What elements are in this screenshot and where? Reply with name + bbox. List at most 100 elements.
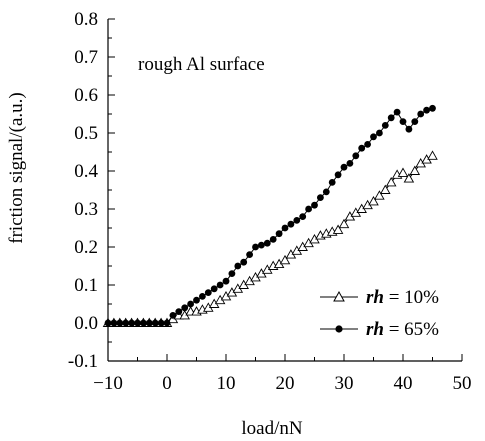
y-axis-title: friction signal/(a.u.) xyxy=(6,92,27,243)
y-tick-label: 0.4 xyxy=(74,161,98,182)
legend-marker-rh65 xyxy=(335,325,343,333)
data-point-circle xyxy=(122,319,130,327)
data-point-circle xyxy=(163,319,171,327)
legend-label-rh65: rh = 65% xyxy=(366,319,439,340)
data-point-circle xyxy=(287,220,295,228)
data-point-circle xyxy=(240,258,248,266)
series-layer xyxy=(102,104,438,327)
data-point-circle xyxy=(258,241,265,249)
data-point-circle xyxy=(411,118,419,125)
data-point-triangle xyxy=(338,218,350,229)
data-point-triangle xyxy=(380,184,391,194)
x-tick-label: 20 xyxy=(276,373,295,394)
x-axis-title: load/nN xyxy=(241,418,302,439)
data-point-circle xyxy=(252,243,259,251)
y-tick-label: 0.7 xyxy=(74,47,98,68)
data-point-circle xyxy=(311,201,318,209)
data-point-triangle xyxy=(403,173,415,183)
data-point-circle xyxy=(199,293,206,300)
data-point-circle xyxy=(423,106,430,114)
data-point-circle xyxy=(370,133,377,141)
data-point-circle xyxy=(134,319,141,327)
data-point-circle xyxy=(145,319,153,327)
data-point-circle xyxy=(157,319,165,327)
data-point-circle xyxy=(417,110,425,118)
legend-marker-rh10 xyxy=(333,290,345,302)
data-point-circle xyxy=(299,213,307,221)
data-point-circle xyxy=(216,281,224,289)
data-point-circle xyxy=(340,163,348,171)
data-point-triangle xyxy=(385,176,397,187)
x-tick-label: 0 xyxy=(162,373,172,394)
axes: -0.1 0.0 0.1 0.2 0.3 0.4 0.5 0.6 0.7 0.8 −10 0 10 20 3… xyxy=(68,9,472,394)
y-tick-label: -0.1 xyxy=(68,351,98,372)
data-point-triangle xyxy=(427,150,438,160)
data-point-circle xyxy=(275,230,283,238)
data-point-circle xyxy=(381,122,389,129)
data-point-circle xyxy=(246,251,254,258)
data-point-circle xyxy=(376,129,383,137)
data-point-circle xyxy=(181,304,189,312)
data-point-circle xyxy=(116,319,124,327)
legend-label-rh10: rh = 10% xyxy=(366,287,439,308)
x-tick-label: 30 xyxy=(335,373,354,394)
x-tick-label: 10 xyxy=(217,373,236,394)
legend-label-rh65-suffix: = 65% xyxy=(384,319,439,340)
data-point-circle xyxy=(151,319,159,327)
data-point-triangle xyxy=(368,195,379,206)
y-tick-label: 0.8 xyxy=(74,9,98,30)
data-point-circle xyxy=(263,239,271,247)
data-point-circle xyxy=(405,125,413,133)
data-point-circle xyxy=(222,277,230,285)
data-point-triangle xyxy=(397,167,409,177)
data-point-circle xyxy=(305,205,312,213)
y-tick-label: 0.1 xyxy=(74,275,98,296)
data-point-circle xyxy=(322,188,330,196)
y-tick-label: 0.2 xyxy=(74,237,98,258)
data-point-circle xyxy=(104,319,112,327)
data-point-circle xyxy=(193,296,200,304)
y-tick-label: 0.3 xyxy=(74,199,98,220)
data-point-circle xyxy=(110,319,118,327)
y-tick-label: 0.5 xyxy=(74,123,98,144)
legend: rh = 10% rh = 65% xyxy=(320,287,439,340)
legend-label-rh65-prefix: rh xyxy=(366,319,384,340)
data-point-circle xyxy=(293,217,301,224)
data-point-triangle xyxy=(279,254,291,265)
data-point-circle xyxy=(399,118,407,125)
legend-label-rh10-suffix: = 10% xyxy=(384,287,439,308)
series-1 xyxy=(104,104,436,327)
x-tick-label: 40 xyxy=(394,373,413,394)
data-point-circle xyxy=(204,289,212,296)
data-point-circle xyxy=(317,194,324,202)
data-point-circle xyxy=(334,171,342,179)
data-point-circle xyxy=(328,179,336,186)
data-point-circle xyxy=(234,262,242,270)
data-point-circle xyxy=(429,104,436,112)
data-point-circle xyxy=(187,300,195,308)
data-point-triangle xyxy=(374,190,385,200)
data-point-circle xyxy=(387,114,395,122)
data-point-circle xyxy=(140,319,147,327)
data-point-circle xyxy=(175,308,183,315)
data-point-circle xyxy=(346,160,354,167)
y-tick-label: 0.6 xyxy=(74,85,98,106)
data-point-circle xyxy=(210,285,218,293)
data-point-circle xyxy=(269,236,277,243)
y-tick-label: 0.0 xyxy=(74,313,98,334)
legend-label-rh10-prefix: rh xyxy=(366,287,384,308)
annotation-text: rough Al surface xyxy=(138,54,265,75)
data-point-circle xyxy=(352,152,360,160)
data-point-circle xyxy=(228,270,236,277)
data-point-circle xyxy=(128,319,136,327)
data-point-triangle xyxy=(409,165,421,175)
data-point-circle xyxy=(281,224,289,232)
x-tick-label: 50 xyxy=(453,373,472,394)
x-tick-label: −10 xyxy=(93,373,123,394)
data-point-circle xyxy=(393,108,401,116)
data-point-circle xyxy=(364,141,371,148)
data-point-triangle xyxy=(332,224,344,234)
data-point-circle xyxy=(358,144,366,152)
data-point-circle xyxy=(169,312,177,319)
